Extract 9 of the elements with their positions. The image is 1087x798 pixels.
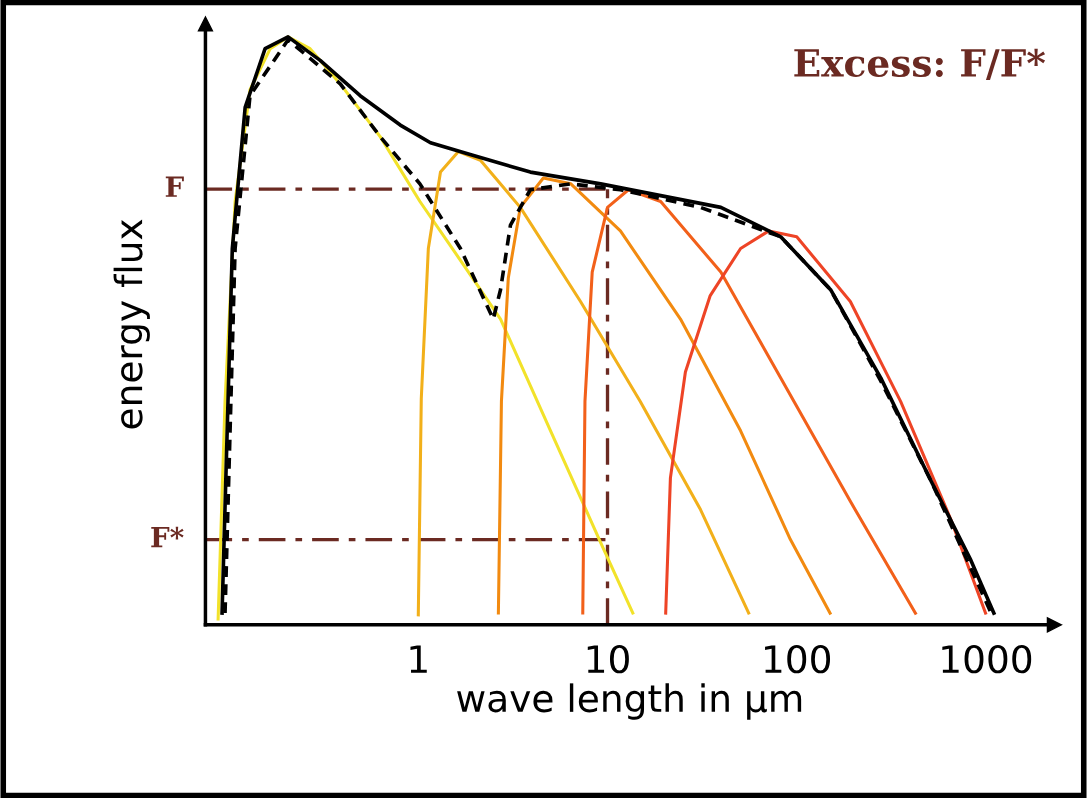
x-tick-label: 1000 [942,644,1032,674]
x-axis-title: wave length in µm [457,683,802,720]
x-tick-label: 100 [765,644,831,674]
chart-title: Excess: F/F* [794,48,1046,80]
x-tick-label: 1 [410,645,427,673]
y-axis-title: energy flux [113,219,150,429]
ref-line-label: F* [151,526,184,548]
ref-line-label: F [165,176,184,197]
x-tick-label: 10 [587,644,629,674]
